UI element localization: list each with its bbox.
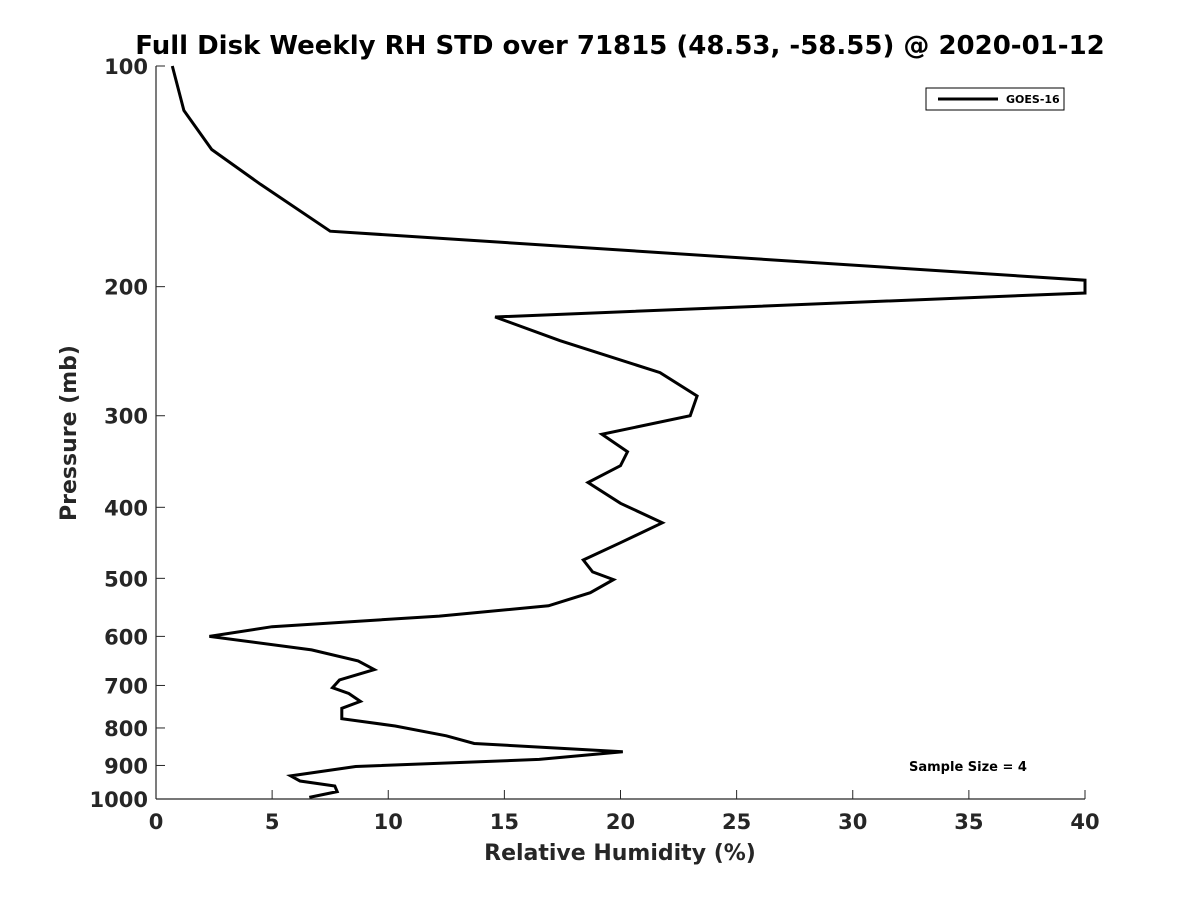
axis-ticks: 0 5 10 15 20 25 30 35 40 100 200 300 400 500 600 700 800… [90, 55, 1100, 834]
x-tick-label: 20 [606, 810, 635, 834]
y-tick-label: 500 [104, 567, 148, 591]
series-layer [170, 65, 1087, 799]
x-tick-label: 5 [265, 810, 280, 834]
y-tick-label: 900 [104, 754, 148, 778]
legend-label: GOES-16 [1006, 93, 1060, 106]
x-tick-label: 10 [374, 810, 403, 834]
x-tick-label: 15 [490, 810, 519, 834]
legend: GOES-16 [925, 87, 1065, 111]
y-tick-label: 800 [104, 717, 148, 741]
x-tick-label: 25 [722, 810, 751, 834]
x-tick-label: 0 [149, 810, 164, 834]
x-tick-label: 35 [954, 810, 983, 834]
y-tick-label: 600 [104, 625, 148, 649]
sample-size-annotation: Sample Size = 4 [909, 760, 1027, 775]
y-tick-label: 200 [104, 276, 148, 300]
y-tick-label: 700 [104, 674, 148, 698]
y-axis-label: Pressure (mb) [57, 345, 82, 521]
y-tick-label: 100 [104, 55, 148, 79]
y-tick-label: 300 [104, 405, 148, 429]
chart-title: Full Disk Weekly RH STD over 71815 (48.5… [135, 31, 1105, 61]
y-tick-label: 400 [104, 496, 148, 520]
y-tick-label: 1000 [90, 788, 148, 812]
x-tick-label: 40 [1070, 810, 1099, 834]
plot-area [156, 66, 1085, 799]
series-line-goes-16 [170, 65, 1087, 799]
x-axis-label: Relative Humidity (%) [484, 841, 756, 866]
x-tick-label: 30 [838, 810, 867, 834]
